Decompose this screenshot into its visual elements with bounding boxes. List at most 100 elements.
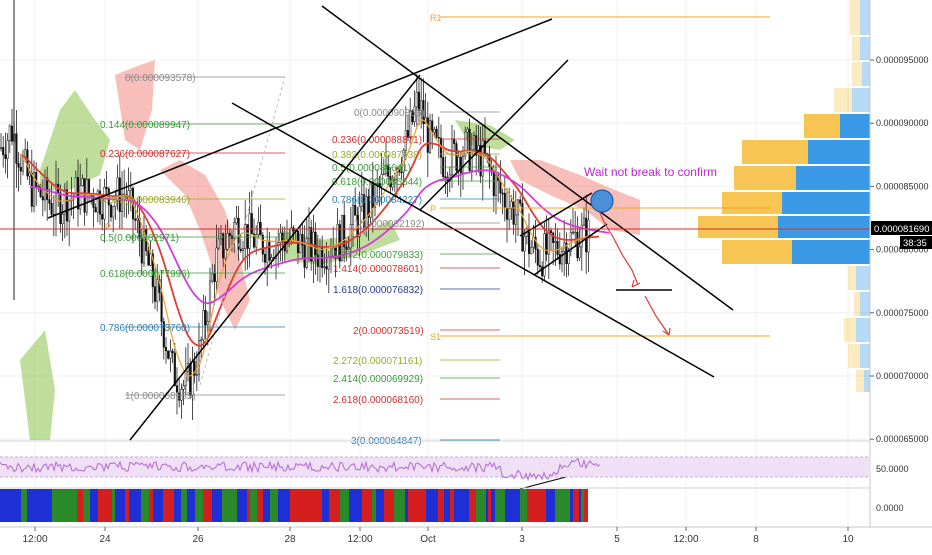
- volume-profile-bar-yellow: [804, 114, 840, 138]
- trend-bar: [181, 489, 187, 522]
- trend-bar: [459, 489, 469, 522]
- volume-profile-bar-yellow: [742, 140, 808, 164]
- trend-bar: [476, 489, 486, 522]
- trend-bar: [394, 489, 396, 522]
- volume-profile-bar-blue: [782, 192, 870, 214]
- trend-bar: [432, 489, 435, 522]
- trend-bar: [57, 489, 64, 522]
- trend-bar: [329, 489, 332, 522]
- candle-body: [6, 140, 9, 159]
- fib-retracement-left[interactable]: 0(0.000093578) 0.144(0.000089947) 0.236(0.…: [100, 73, 286, 402]
- candle-body: [235, 218, 238, 224]
- candle-body: [508, 208, 511, 220]
- price-tick-label: 0.000070000: [876, 371, 929, 381]
- trend-bar: [153, 489, 158, 522]
- candle-body: [411, 110, 414, 123]
- flag-bottom[interactable]: [533, 223, 608, 276]
- candle-body: [431, 120, 434, 133]
- candle-body: [182, 385, 185, 390]
- candle-body: [450, 138, 454, 176]
- rsi-pane: [0, 456, 870, 482]
- current-price-text: 0.000081690: [874, 224, 929, 235]
- candle-body: [541, 266, 544, 277]
- candle-body: [173, 352, 176, 386]
- candle-body: [543, 233, 546, 277]
- candle-body: [327, 256, 330, 270]
- candle-body: [334, 247, 337, 259]
- trend-bar: [444, 489, 450, 522]
- volume-profile-bar-yellow: [722, 240, 792, 264]
- candle-body: [171, 350, 174, 354]
- trend-bar: [227, 489, 237, 522]
- candle-body: [263, 253, 267, 263]
- candle-body: [351, 204, 355, 225]
- candle-body: [96, 190, 99, 213]
- candle-body: [365, 196, 368, 228]
- fib-left-trend: [199, 76, 286, 386]
- trend-bar: [527, 489, 534, 522]
- candle-body: [151, 253, 154, 288]
- arrow-head-2: [662, 327, 671, 336]
- trend-bar: [573, 489, 579, 522]
- candle-body: [10, 125, 14, 142]
- candle-body: [112, 206, 115, 218]
- candle-body: [501, 192, 504, 195]
- candle-body: [266, 240, 269, 263]
- candle-body: [140, 238, 143, 264]
- candle-body: [362, 194, 366, 228]
- target-circle[interactable]: [590, 189, 614, 213]
- candle-body: [574, 231, 577, 234]
- trend-bar: [469, 489, 476, 522]
- volume-profile-bar-blue: [808, 140, 870, 164]
- trend-bar: [584, 489, 588, 522]
- candle-body: [46, 177, 49, 200]
- trend-bar: [218, 489, 222, 522]
- candle-body: [437, 136, 440, 139]
- trendline-lower-rising[interactable]: [129, 74, 421, 441]
- trendline-channel-upper[interactable]: [321, 5, 734, 311]
- trendline-channel-lower[interactable]: [231, 102, 715, 378]
- trend-bar: [125, 489, 129, 522]
- sma-magenta-line: [29, 169, 610, 305]
- trendline-upper-rising[interactable]: [47, 18, 553, 219]
- candle-body: [94, 207, 97, 213]
- candle-body: [257, 221, 260, 235]
- candle-body: [109, 204, 113, 218]
- trend-bar: [505, 489, 510, 522]
- price-axis: 0.000095000 0.000090000 0.000085000 0.00008…: [870, 55, 929, 444]
- trend-bar: [376, 489, 381, 522]
- annotation-text[interactable]: Wait not break to confirm: [584, 165, 717, 179]
- trend-bar: [581, 489, 584, 522]
- trend-bar: [52, 489, 57, 522]
- candle-body: [519, 199, 522, 204]
- candles: [0, 0, 590, 420]
- trend-bar: [546, 489, 550, 522]
- volume-profile-bar-yellow: [722, 192, 782, 214]
- volume-profile-bar-yellow: [834, 88, 852, 112]
- candle-body: [103, 187, 106, 220]
- candle-body: [134, 218, 137, 221]
- candle-body: [244, 224, 247, 249]
- candle-body: [268, 240, 271, 261]
- volume-profile-bar-yellow: [856, 370, 864, 392]
- rsi-axis-label: 50.0000: [876, 464, 909, 474]
- candle-body: [420, 100, 423, 111]
- candle-body: [433, 128, 436, 133]
- fib-right-label: 1.414(0.000078601): [333, 264, 423, 275]
- candle-body: [428, 120, 432, 153]
- candle-body: [367, 196, 370, 218]
- candle-body: [538, 265, 542, 267]
- candle-body: [98, 190, 102, 215]
- candle-body: [345, 246, 348, 250]
- trend-bar: [381, 489, 384, 522]
- trendlines[interactable]: [47, 5, 734, 441]
- volume-profile-bar-blue: [860, 344, 870, 368]
- candle-body: [50, 203, 53, 215]
- trendline-fan[interactable]: [419, 59, 569, 211]
- trend-bar: [324, 489, 329, 522]
- trend-bar: [73, 489, 77, 522]
- trend-bar: [435, 489, 438, 522]
- candle-body: [481, 140, 484, 177]
